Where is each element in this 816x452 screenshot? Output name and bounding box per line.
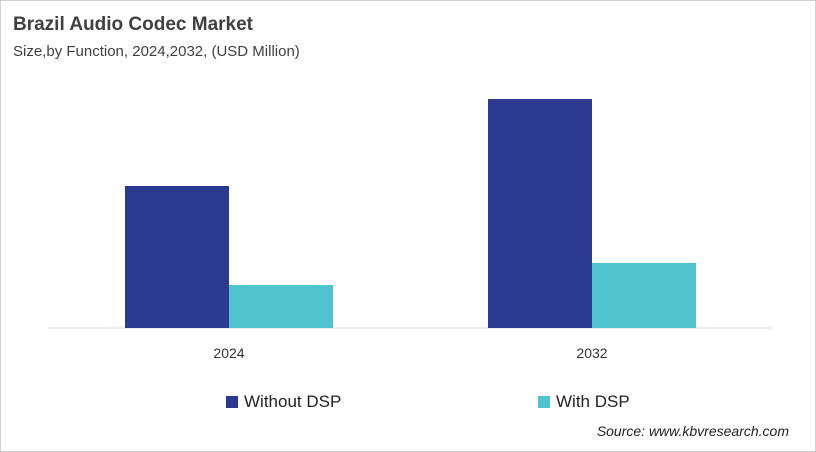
chart-title: Brazil Audio Codec Market	[13, 14, 254, 35]
legend-label: With DSP	[556, 392, 630, 411]
legend-label: Without DSP	[244, 392, 342, 411]
legend-swatch	[226, 396, 238, 408]
chart-subtitle: Size,by Function, 2024,2032, (USD Millio…	[13, 43, 300, 60]
legend-item-without-dsp: Without DSP	[226, 392, 341, 412]
x-tick-label: 2032	[576, 345, 607, 361]
bar-2032-without-dsp	[488, 99, 592, 328]
legend-swatch	[538, 396, 550, 408]
x-tick-label: 2024	[213, 345, 244, 361]
source-note: Source: www.kbvresearch.com	[596, 423, 789, 439]
legend-item-with-dsp: With DSP	[538, 392, 630, 412]
bar-2024-with-dsp	[229, 285, 333, 328]
bar-2024-without-dsp	[125, 186, 229, 328]
bar-2032-with-dsp	[592, 263, 696, 328]
